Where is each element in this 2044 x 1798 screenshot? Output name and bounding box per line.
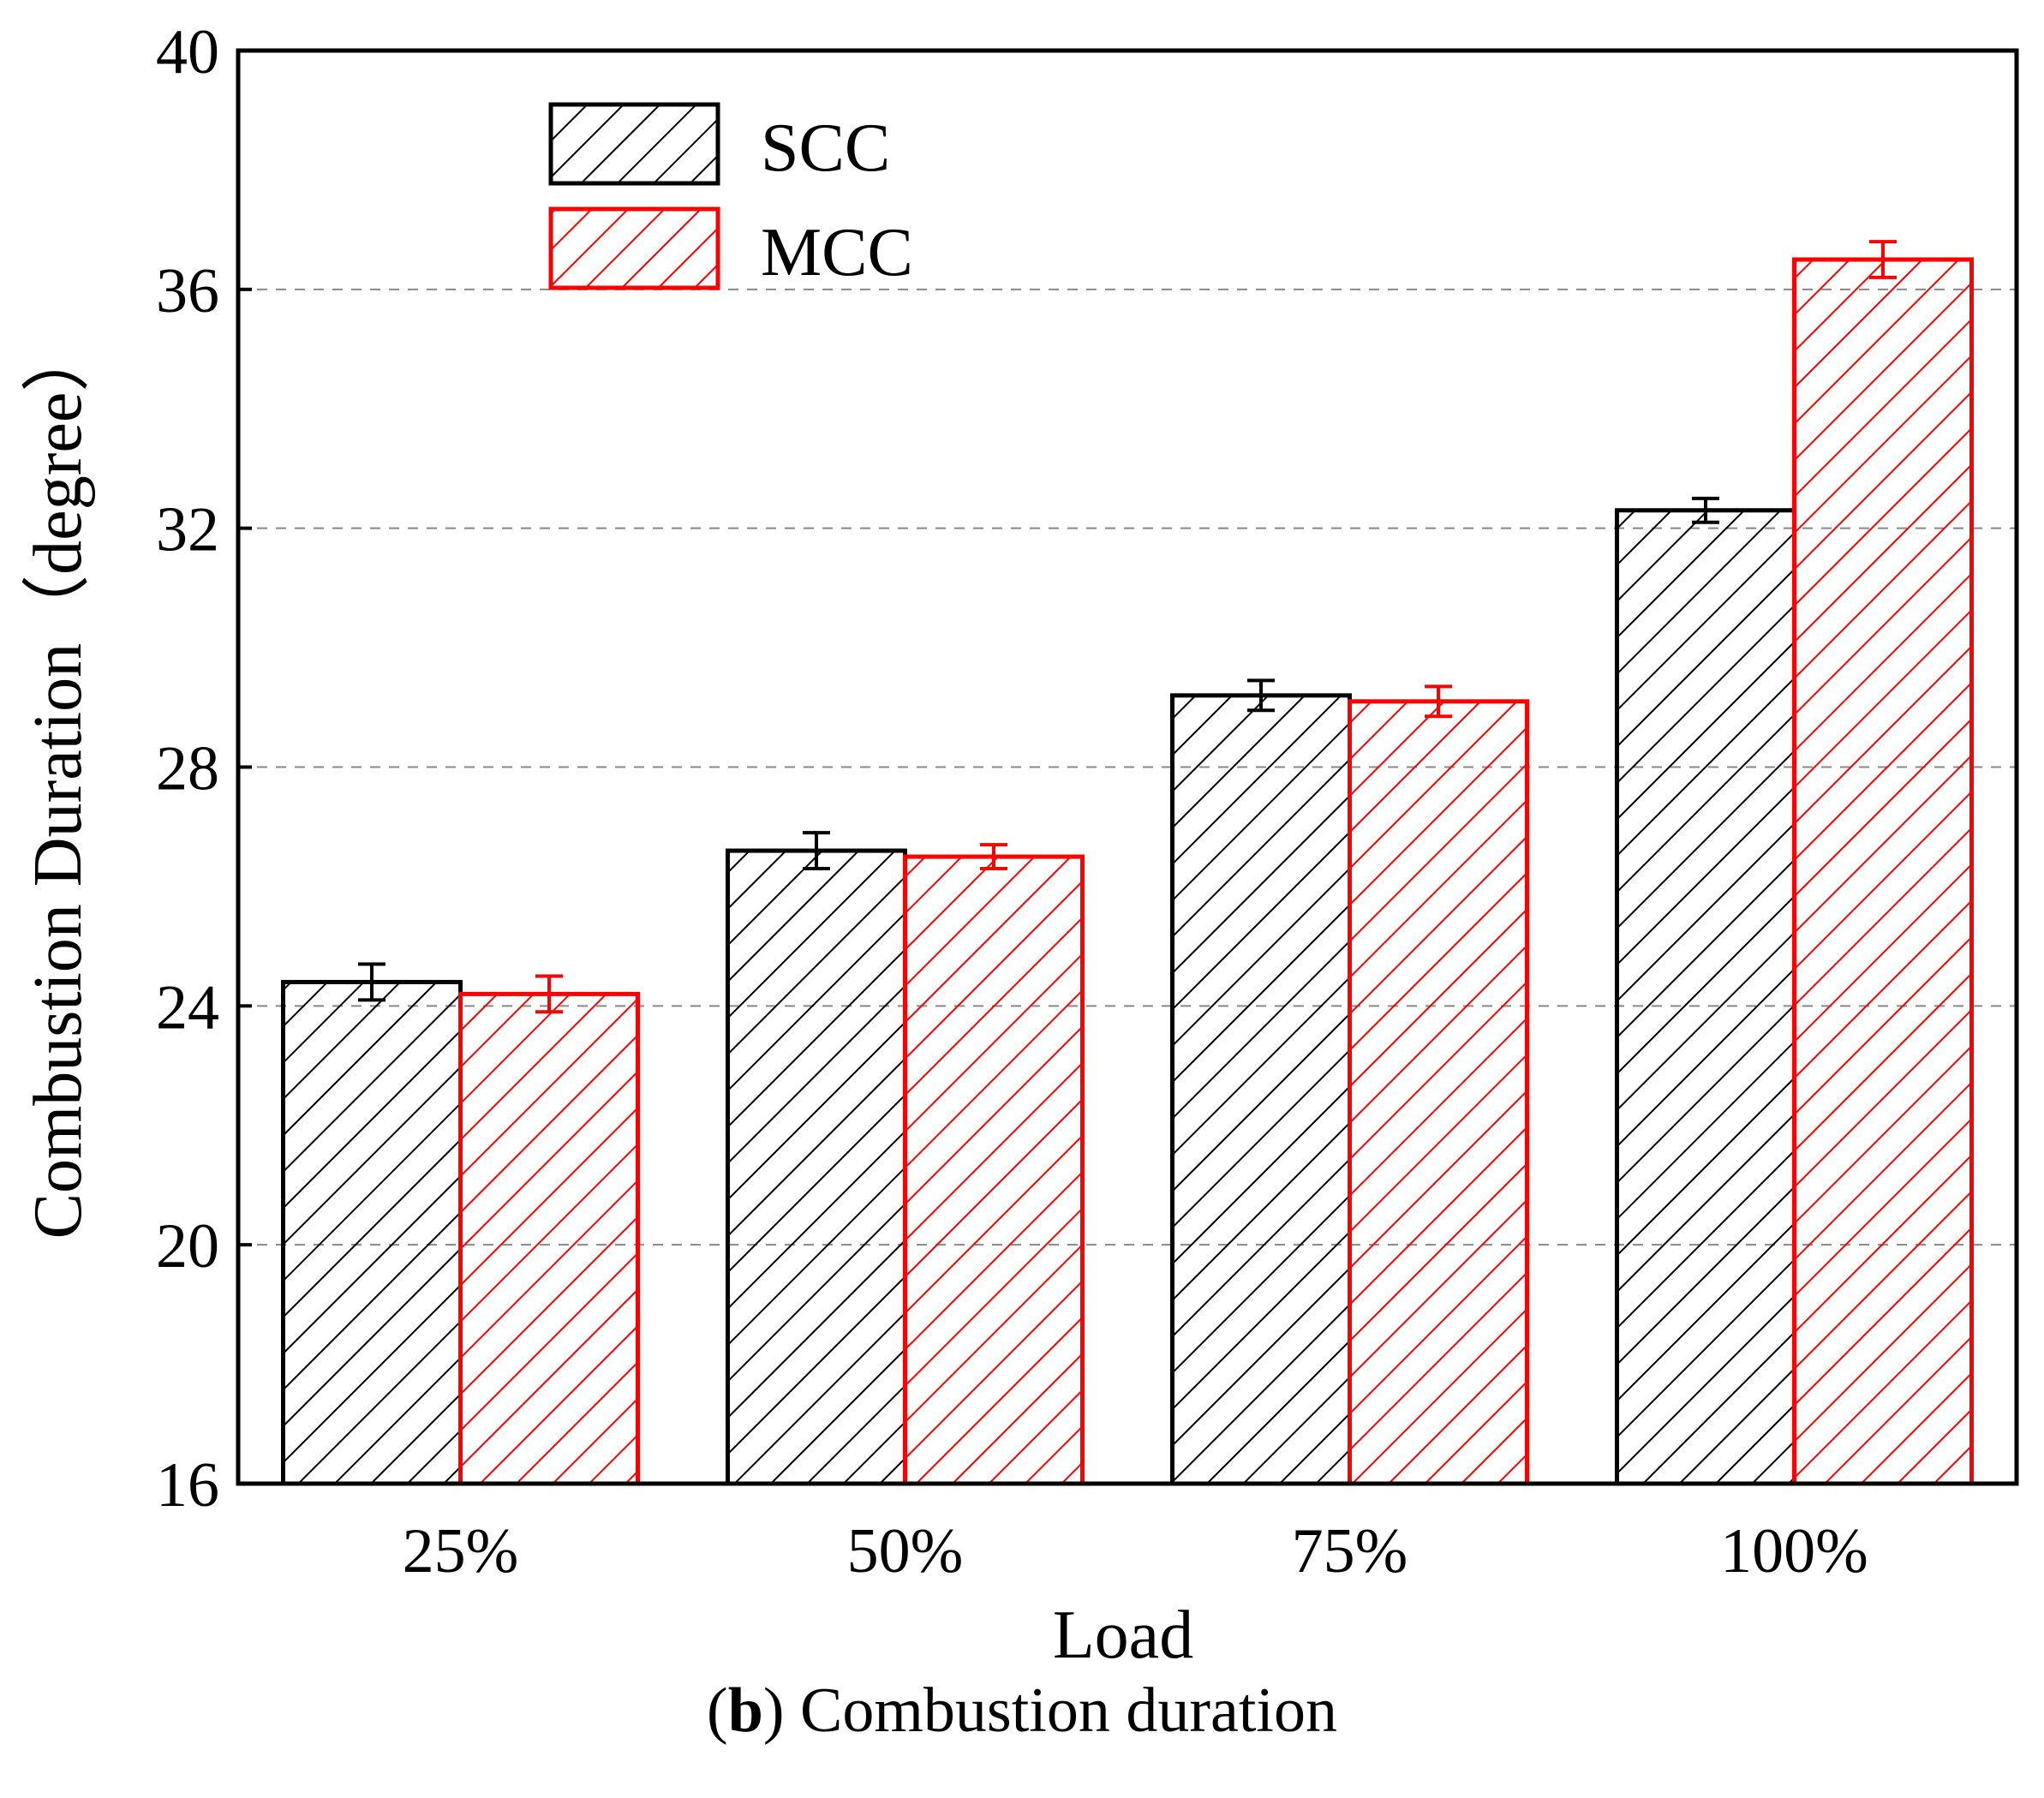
x-tick-label: 25% <box>403 1516 519 1586</box>
bar-mcc <box>1792 257 1974 1486</box>
bar-mcc <box>903 854 1085 1486</box>
y-tick-label: 16 <box>156 1450 219 1520</box>
bar-scc <box>281 979 463 1486</box>
caption-label: b <box>727 1676 763 1746</box>
legend-label-mcc: MCC <box>761 215 913 290</box>
bar-mcc <box>1348 699 1529 1486</box>
y-tick-label: 20 <box>156 1211 219 1281</box>
bar-scc <box>1170 693 1352 1486</box>
axis-ticks: 16 20 24 28 32 36 40 25% 50% 75% 100% <box>156 17 1868 1586</box>
bar-scc <box>1615 508 1796 1486</box>
y-tick-label: 32 <box>156 495 219 565</box>
y-axis-label: Combustion Duration（degree） <box>21 324 96 1239</box>
x-axis-label: Load <box>1053 1598 1193 1673</box>
x-tick-label: 50% <box>847 1516 964 1586</box>
legend-swatch-mcc <box>548 206 720 290</box>
legend-label-scc: SCC <box>761 111 890 186</box>
caption-text: Combustion duration <box>800 1676 1337 1746</box>
y-tick-label: 28 <box>156 734 219 804</box>
bars <box>281 240 1974 1486</box>
y-tick-label: 24 <box>156 972 219 1042</box>
y-tick-label: 40 <box>156 17 219 87</box>
x-tick-label: 100% <box>1720 1516 1868 1586</box>
legend: SCC MCC <box>548 102 913 290</box>
bar-mcc <box>458 991 640 1486</box>
legend-swatch-scc <box>548 102 720 186</box>
figure-caption: (b) Combustion duration <box>707 1676 1337 1746</box>
x-tick-label: 75% <box>1292 1516 1408 1586</box>
y-tick-label: 36 <box>156 256 219 326</box>
gridlines <box>238 288 2017 1246</box>
bar-scc <box>726 848 907 1486</box>
